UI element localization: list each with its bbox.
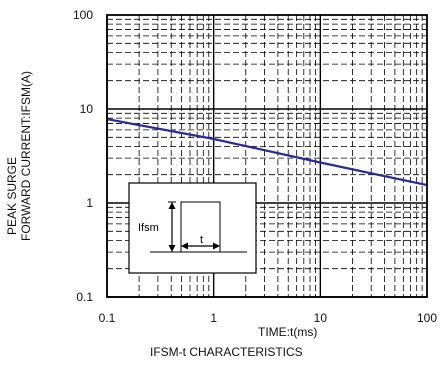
- inset-box: [128, 182, 257, 274]
- y-axis-label-line-1: PEAK SURGE: [5, 157, 19, 235]
- series-line: [106, 118, 428, 187]
- inset-t-arrowhead-left: [181, 242, 188, 250]
- y-tick-label: 0.1: [76, 290, 93, 304]
- inset-pulse: [180, 201, 221, 252]
- x-axis-label: TIME:t(ms): [258, 325, 317, 339]
- inset-ifsm-arrowhead-down: [168, 245, 176, 252]
- y-axis-label-line-2: FORWARD CURRENT:IFSM(A): [19, 71, 33, 241]
- x-tick-label: 1: [210, 311, 217, 325]
- tick-labels: 0.1 1 10 100 0.1 1 10 100: [73, 8, 437, 325]
- y-tick-label: 100: [73, 8, 93, 22]
- inset-t-arrowhead-right: [213, 242, 220, 250]
- x-tick-label: 100: [417, 311, 437, 325]
- plot-frame: [106, 14, 428, 298]
- inset-ifsm-arrowhead-up: [168, 202, 176, 209]
- y-tick-label: 10: [80, 102, 94, 116]
- inset-ifsm-label: Ifsm: [138, 222, 159, 234]
- series-group: [106, 118, 428, 187]
- pulse-inset: Ifsm t: [128, 182, 257, 274]
- x-tick-label: 10: [314, 311, 328, 325]
- x-tick-label: 0.1: [99, 311, 116, 325]
- y-tick-label: 1: [86, 196, 93, 210]
- inset-t-label: t: [200, 234, 203, 246]
- chart-title: IFSM-t CHARACTERISTICS: [150, 345, 303, 359]
